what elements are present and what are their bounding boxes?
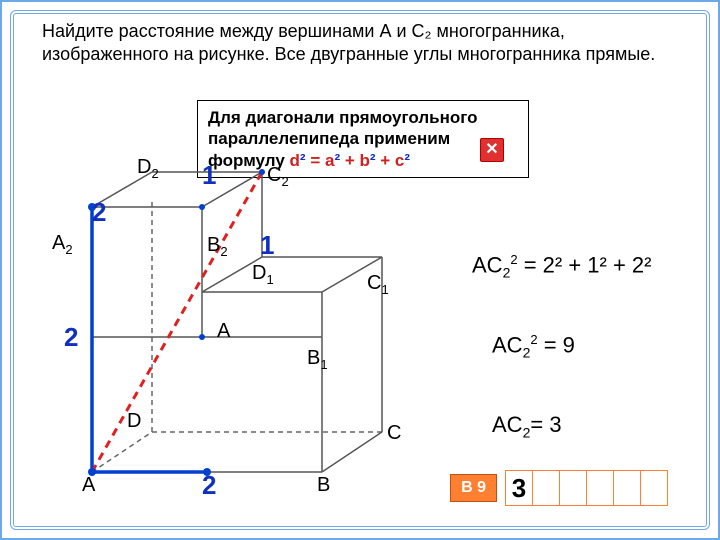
- task-tag: В 9: [450, 474, 497, 502]
- dim-1-step: 1: [260, 230, 274, 261]
- label-D2: D2: [137, 156, 159, 181]
- dim-1-top: 1: [202, 160, 216, 191]
- label-D1: D1: [252, 262, 274, 287]
- answer-cell: [587, 471, 614, 505]
- label-B1: B1: [307, 347, 328, 372]
- formula-line1: Для диагонали прямоугольного: [208, 108, 477, 127]
- equation-1: AC22 = 2² + 1² + 2²: [472, 252, 652, 281]
- answer-cell: [560, 471, 587, 505]
- diagram-svg: [52, 162, 432, 502]
- problem-statement: Найдите расстояние между вершинами А и С…: [42, 20, 678, 65]
- dim-2-height: 2: [64, 322, 78, 353]
- polyhedron-diagram: D2 C2 A2 B2 D1 C1 A B1 D C A B 1 2 2 1 2: [52, 162, 432, 502]
- slide: Найдите расстояние между вершинами А и С…: [0, 0, 720, 540]
- answer-cells: 3: [505, 470, 668, 506]
- dim-2-topdepth: 2: [92, 197, 106, 228]
- label-D: D: [127, 410, 141, 433]
- label-A2: A2: [52, 232, 73, 257]
- label-B2: B2: [207, 234, 228, 259]
- equation-3: AC2= 3: [492, 412, 562, 440]
- answer-cell: [533, 471, 560, 505]
- formula-line2: параллелепипеда применим: [208, 129, 450, 148]
- label-A-mid: A: [217, 320, 230, 343]
- label-A: A: [82, 474, 95, 497]
- answer-cell: [641, 471, 667, 505]
- label-C2: C2: [267, 164, 289, 189]
- answer-cell: 3: [506, 471, 533, 505]
- equation-2: AC22 = 9: [492, 332, 575, 361]
- answer-cell: [614, 471, 641, 505]
- label-C1: C1: [367, 272, 389, 297]
- label-B: B: [317, 474, 330, 497]
- label-C: C: [387, 422, 401, 445]
- close-icon[interactable]: ✕: [480, 138, 504, 162]
- answer-row: В 9 3: [450, 470, 668, 506]
- dim-2-bottom: 2: [202, 470, 216, 501]
